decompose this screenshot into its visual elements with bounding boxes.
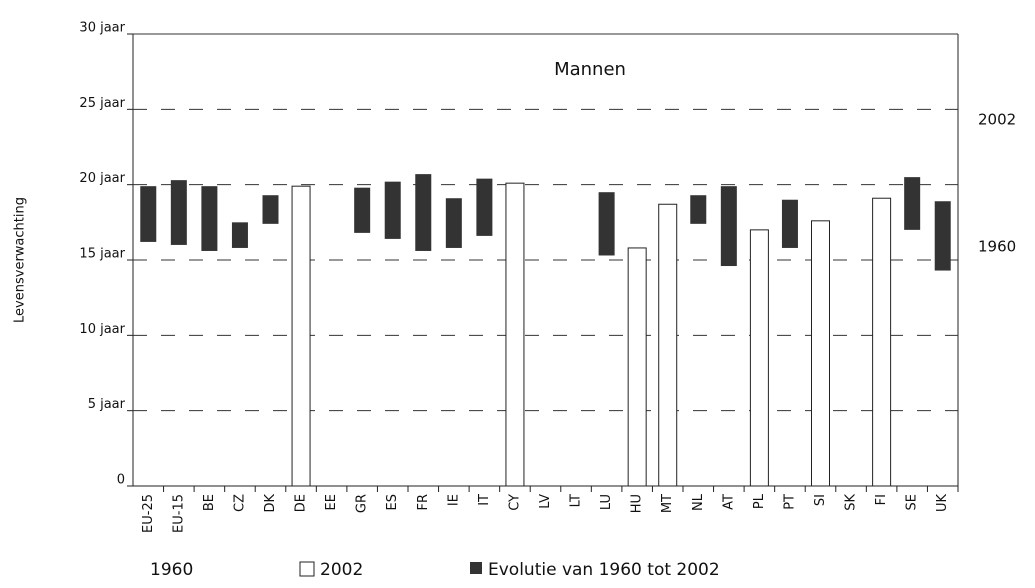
x-tick-label: SK <box>844 494 859 511</box>
x-tick-label: EE <box>324 494 339 510</box>
x-tick-label: SI <box>813 494 828 506</box>
x-tick-label: LU <box>599 494 614 510</box>
right-label: 1960 <box>978 238 1016 256</box>
x-tick-label: AT <box>721 494 736 510</box>
evolution-bar <box>231 222 248 248</box>
x-tick-label: MT <box>660 494 675 513</box>
evolution-bar <box>262 195 279 224</box>
bar <box>811 220 830 487</box>
y-tick-label: 10 jaar <box>79 322 125 337</box>
evolution-bar <box>170 180 187 245</box>
evolution-bar <box>904 177 921 230</box>
y-tick-label: 30 jaar <box>79 21 125 36</box>
legend-swatch <box>470 562 482 574</box>
y-tick-label: 20 jaar <box>79 171 125 186</box>
right-label: 2002 <box>978 111 1016 129</box>
x-tick-label: PT <box>782 494 797 510</box>
bar <box>658 203 678 487</box>
legend-label: Evolutie van 1960 tot 2002 <box>488 560 720 580</box>
x-tick-label: ES <box>385 494 400 510</box>
evolution-bar <box>934 201 951 271</box>
x-tick-label: UK <box>935 494 950 513</box>
evolution-bar <box>476 178 493 236</box>
legend-label: 1960 <box>150 560 193 580</box>
bar <box>505 182 525 487</box>
x-tick-label: DK <box>263 494 278 513</box>
x-tick-label: BE <box>202 494 217 511</box>
bar <box>749 229 769 487</box>
x-tick-label: EU-15 <box>171 494 186 533</box>
x-tick-label: GR <box>355 494 370 513</box>
y-tick-label: 25 jaar <box>79 96 125 111</box>
evolution-bar <box>354 187 371 233</box>
x-tick-label: FR <box>416 494 431 511</box>
legend-label: 2002 <box>320 560 363 580</box>
evolution-bar <box>445 198 462 248</box>
evolution-bar <box>598 192 615 256</box>
x-tick-label: DE <box>294 494 309 512</box>
x-tick-label: CY <box>507 494 522 511</box>
x-tick-label: EU-25 <box>141 494 156 533</box>
evolution-bar <box>384 181 401 239</box>
bar <box>291 185 311 487</box>
chart-title: Mannen <box>554 59 626 80</box>
x-tick-label: PL <box>752 493 767 509</box>
y-tick-label: 0 <box>117 473 125 488</box>
bar <box>627 247 647 487</box>
x-tick-label: SE <box>905 494 920 510</box>
legend-swatch <box>299 561 315 577</box>
x-tick-label: LV <box>538 494 553 509</box>
x-tick-label: IE <box>446 494 461 506</box>
x-tick-label: FI <box>874 494 889 505</box>
evolution-bar <box>201 186 218 251</box>
evolution-bar <box>415 174 432 251</box>
y-tick-label: 5 jaar <box>88 397 126 412</box>
evolution-bar <box>140 186 157 242</box>
x-tick-label: IT <box>477 494 492 506</box>
bar <box>872 197 892 487</box>
evolution-bar <box>720 186 737 267</box>
x-tick-label: LT <box>569 494 584 507</box>
x-tick-label: HU <box>630 494 645 513</box>
evolution-bar <box>781 199 798 248</box>
x-tick-label: CZ <box>232 494 247 512</box>
y-axis-label: Levensverwachting <box>13 197 28 323</box>
evolution-bar <box>690 195 707 224</box>
y-tick-label: 15 jaar <box>79 247 125 262</box>
x-tick-label: NL <box>691 493 706 511</box>
